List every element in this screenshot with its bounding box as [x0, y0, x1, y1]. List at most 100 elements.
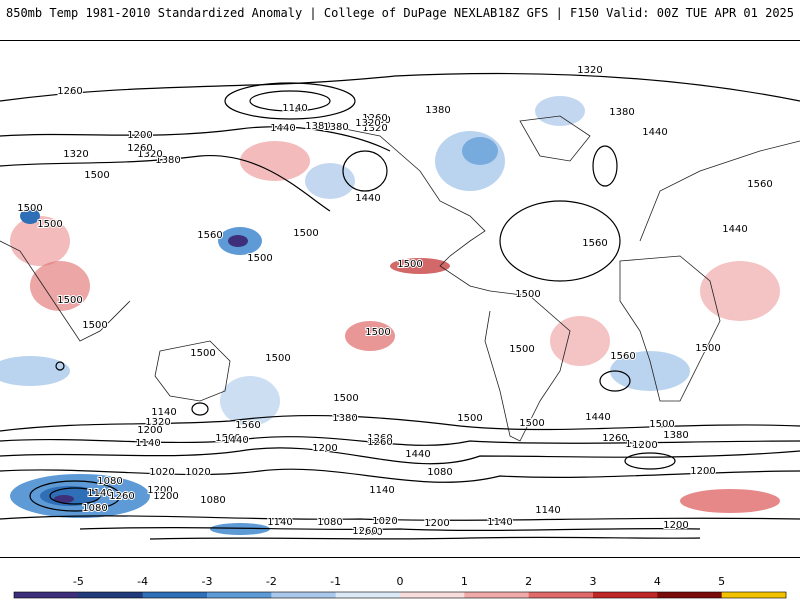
- contour-label: 1140: [535, 505, 560, 516]
- colorbar-segment: [657, 592, 723, 598]
- contour-label: 1080: [317, 517, 342, 528]
- contour-line: [55, 361, 65, 371]
- contour-label: 1140: [267, 517, 292, 528]
- contour-label: 1500: [57, 295, 82, 306]
- contour-line: [29, 480, 121, 512]
- colorbar-outline: [13, 591, 787, 599]
- contour-label: 1140: [87, 488, 112, 499]
- colorbar-tick-label: -1: [330, 575, 341, 588]
- contour-label: 1080: [200, 495, 225, 506]
- colorbar-segment: [593, 592, 658, 598]
- colorbar-segment: [207, 592, 272, 598]
- contour-label: 1260: [367, 433, 392, 444]
- colorbar-segment: [528, 592, 594, 598]
- contour-line: [0, 72, 800, 102]
- south-america-coast: [484, 290, 571, 442]
- contour-label: 1260: [357, 527, 382, 538]
- anomaly-blob: [390, 258, 450, 274]
- height-contours: [0, 72, 800, 540]
- contour-line: [0, 447, 800, 465]
- contour-label: 1380: [155, 155, 180, 166]
- contour-label: 1200: [312, 443, 337, 454]
- contour-label: 1320: [145, 417, 170, 428]
- contour-label: 1320: [355, 118, 380, 129]
- contour-label: 1440: [405, 449, 430, 460]
- contour-label: 1020: [372, 516, 397, 527]
- contour-label: 1080: [427, 467, 452, 478]
- colorbar-tick-label: 1: [461, 575, 468, 588]
- contour-line: [0, 126, 391, 152]
- contour-label: 1200: [424, 518, 449, 529]
- contour-line: [592, 145, 618, 187]
- contour-line: [0, 414, 800, 432]
- contour-label: 1500: [509, 344, 534, 355]
- contour-label: 1500: [457, 413, 482, 424]
- contour-label: 1440: [722, 224, 747, 235]
- contour-line: [191, 402, 209, 416]
- anomaly-colorbar: -5 -4 -3 -2 -1 0 1 2 3 4 5: [13, 575, 787, 599]
- contour-line: [0, 515, 800, 521]
- contour-label: 1200: [153, 491, 178, 502]
- anomaly-blob: [345, 321, 395, 351]
- contour-line: [0, 155, 331, 212]
- contour-label: 1500: [247, 253, 272, 264]
- model-run-info: 18Z GFS | F150 Valid: 00Z TUE APR 01 202…: [497, 6, 794, 20]
- contour-label: 1260: [57, 86, 82, 97]
- contour-label: 1500: [84, 170, 109, 181]
- contour-line: [149, 536, 701, 540]
- contour-label: 1440: [223, 435, 248, 446]
- anomaly-blob: [30, 261, 90, 311]
- colorbar-segment: [14, 592, 79, 598]
- contour-label: 1500: [215, 433, 240, 444]
- colorbar-tick-label: 0: [397, 575, 404, 588]
- contour-label: 1320: [63, 149, 88, 160]
- colorbar-segment: [78, 592, 144, 598]
- contour-label: 1080: [97, 476, 122, 487]
- contour-label: 1380: [425, 105, 450, 116]
- contour-label: 1500: [265, 353, 290, 364]
- contour-label: 1500: [333, 393, 358, 404]
- contour-label: 1500: [695, 343, 720, 354]
- north-america-coast: [329, 125, 491, 292]
- anomaly-blob: [305, 163, 355, 199]
- contour-label: 1140: [487, 517, 512, 528]
- contour-label: 1500: [293, 228, 318, 239]
- contour-label: 1500: [82, 320, 107, 331]
- contour-label: 1380: [323, 122, 348, 133]
- contour-line: [49, 487, 101, 505]
- contour-label: 1200: [663, 520, 688, 531]
- colorbar-tick-label: -4: [137, 575, 148, 588]
- contour-label: 1020: [149, 467, 174, 478]
- contour-label: 1440: [642, 127, 667, 138]
- contour-line: [624, 452, 676, 470]
- contour-line: [0, 436, 800, 446]
- asia-coast: [0, 240, 131, 342]
- contour-label: 1200: [690, 466, 715, 477]
- contour-label: 1560: [197, 230, 222, 241]
- anomaly-blob: [680, 489, 780, 513]
- anomaly-blob: [240, 141, 310, 181]
- colorbar-tick-label: -3: [202, 575, 213, 588]
- anomaly-blob: [700, 261, 780, 321]
- anomaly-blob: [220, 376, 280, 426]
- africa-coast: [619, 255, 721, 402]
- contour-label: 1200: [632, 440, 657, 451]
- anomaly-blob: [20, 208, 40, 224]
- colorbar-tick-label: -5: [73, 575, 84, 588]
- contour-line: [342, 150, 388, 192]
- anomaly-blob: [0, 356, 70, 386]
- contour-label: 1560: [582, 238, 607, 249]
- colorbar-tick-label: 3: [590, 575, 597, 588]
- contour-label: 1500: [519, 418, 544, 429]
- contour-label: 1500: [649, 419, 674, 430]
- contour-label: 1380: [332, 413, 357, 424]
- colorbar-tick-label: 4: [654, 575, 661, 588]
- contour-label: 1080: [82, 503, 107, 514]
- anomaly-blob: [550, 316, 610, 366]
- anomaly-blob: [535, 96, 585, 126]
- contour-label: 1500: [17, 203, 42, 214]
- contour-label: 1260: [365, 115, 390, 126]
- contour-label: 1260: [602, 433, 627, 444]
